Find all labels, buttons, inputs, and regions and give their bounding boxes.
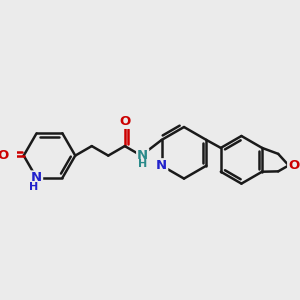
Text: N: N [137,149,148,162]
Text: N: N [31,171,42,184]
Text: O: O [288,159,299,172]
Text: H: H [29,182,38,192]
Text: O: O [0,149,9,162]
Text: H: H [138,159,147,169]
Text: O: O [119,115,130,128]
Text: N: N [156,159,167,172]
